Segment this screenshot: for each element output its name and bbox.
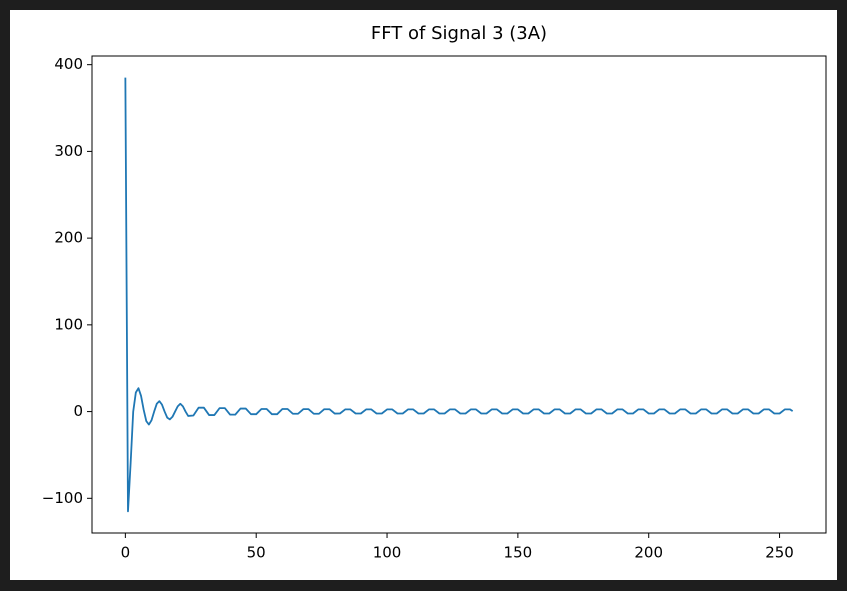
x-tick-label: 150 (504, 544, 533, 562)
x-tick-label: 0 (121, 544, 131, 562)
y-tick-label: 300 (54, 142, 83, 160)
y-tick-label: 0 (73, 402, 83, 420)
x-tick-label: 50 (247, 544, 266, 562)
x-tick-label: 250 (765, 544, 794, 562)
plot-frame (91, 55, 827, 534)
x-tick-label: 200 (634, 544, 663, 562)
y-tick-label: 200 (54, 229, 83, 247)
y-tick-label: 100 (54, 315, 83, 333)
figure-background (10, 10, 837, 580)
x-tick-label: 100 (373, 544, 402, 562)
y-tick-label: 400 (54, 55, 83, 73)
y-tick-label: −100 (42, 489, 83, 507)
chart-title: FFT of Signal 3 (3A) (371, 23, 547, 44)
data-line (124, 77, 794, 513)
